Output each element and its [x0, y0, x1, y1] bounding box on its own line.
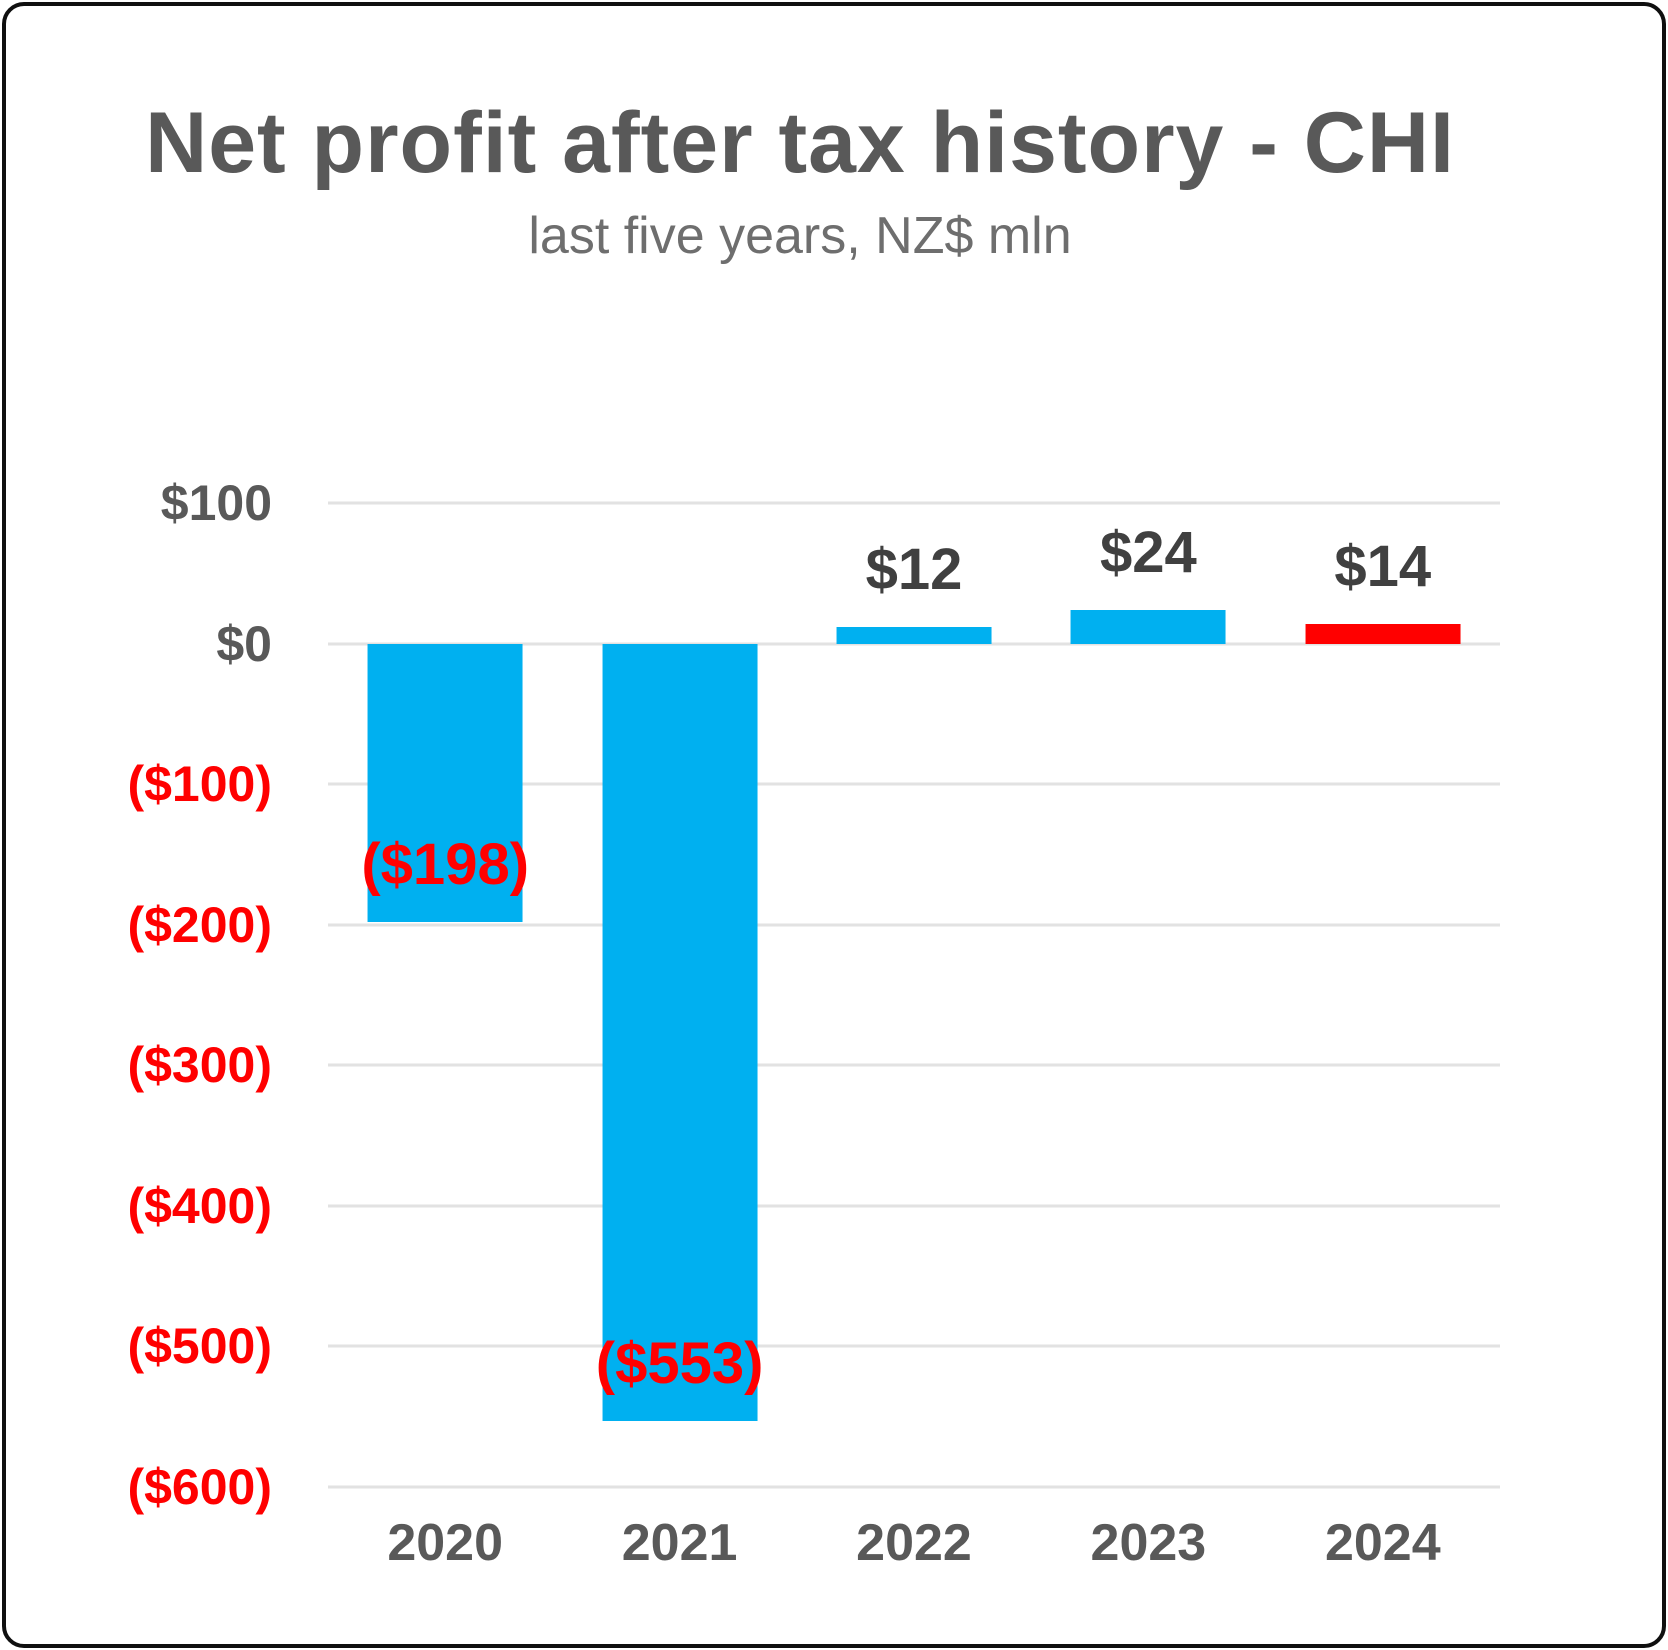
gridline--200 — [328, 923, 1500, 927]
value-label-2021: ($553) — [595, 1331, 764, 1397]
gridline--300 — [328, 1063, 1500, 1067]
x-axis-label-2021: 2021 — [621, 1514, 738, 1572]
bar-2022 — [836, 626, 992, 644]
y-axis-label: ($300) — [127, 1037, 272, 1094]
gridline-100 — [328, 501, 1500, 505]
bar-2023 — [1070, 609, 1226, 644]
x-axis-label-2020: 2020 — [387, 1514, 504, 1572]
chart-title: Net profit after tax history - CHI — [145, 95, 1455, 191]
bar-2020 — [367, 643, 523, 922]
value-label-2023: $24 — [1100, 520, 1197, 586]
chart-subtitle: last five years, NZ$ mln — [528, 207, 1072, 265]
y-axis-label: $100 — [160, 475, 272, 531]
x-axis-label-2024: 2024 — [1324, 1514, 1441, 1572]
gridline--500 — [328, 1344, 1500, 1348]
y-axis-label: ($200) — [127, 896, 272, 953]
bar-2024 — [1305, 623, 1461, 644]
x-axis-label-2023: 2023 — [1090, 1514, 1207, 1572]
gridline--100 — [328, 782, 1500, 786]
y-axis-label: ($400) — [127, 1177, 272, 1234]
plot-area: $100 $0 ($100) ($200) ($300) ($400) ($500) ($60… — [127, 478, 1500, 1572]
value-label-2024: $14 — [1334, 534, 1432, 600]
value-label-2022: $12 — [865, 536, 963, 602]
y-axis-label: ($500) — [127, 1318, 272, 1375]
x-axis-label-2022: 2022 — [856, 1514, 972, 1572]
y-axis-label: ($600) — [127, 1459, 272, 1515]
gridline-0 — [328, 642, 1500, 646]
bar-2021 — [602, 643, 758, 1421]
value-label-2020: ($198) — [361, 832, 530, 898]
gridline--400 — [328, 1204, 1500, 1208]
gridline--600 — [328, 1485, 1500, 1489]
y-axis-label: $0 — [216, 615, 272, 672]
y-axis-label: ($100) — [127, 756, 272, 813]
